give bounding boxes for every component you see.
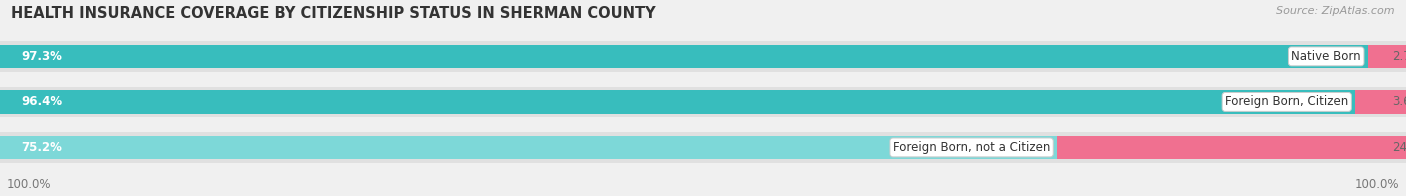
Text: HEALTH INSURANCE COVERAGE BY CITIZENSHIP STATUS IN SHERMAN COUNTY: HEALTH INSURANCE COVERAGE BY CITIZENSHIP…: [11, 6, 655, 21]
Bar: [1355, 90, 1406, 114]
Bar: [0, 90, 1355, 114]
Text: 75.2%: 75.2%: [21, 141, 62, 154]
Text: 96.4%: 96.4%: [21, 95, 62, 108]
Bar: [1368, 44, 1406, 68]
Text: Foreign Born, Citizen: Foreign Born, Citizen: [1225, 95, 1348, 108]
Bar: [0, 132, 1406, 163]
Bar: [0, 87, 1406, 117]
Text: 24.8%: 24.8%: [1392, 141, 1406, 154]
Bar: [0, 41, 1406, 72]
Text: Foreign Born, not a Citizen: Foreign Born, not a Citizen: [893, 141, 1050, 154]
Text: 3.6%: 3.6%: [1392, 95, 1406, 108]
Bar: [0, 136, 1057, 159]
Text: 97.3%: 97.3%: [21, 50, 62, 63]
Text: Native Born: Native Born: [1291, 50, 1361, 63]
Text: 2.7%: 2.7%: [1392, 50, 1406, 63]
Text: 100.0%: 100.0%: [7, 178, 52, 191]
Text: Source: ZipAtlas.com: Source: ZipAtlas.com: [1277, 6, 1395, 16]
Bar: [1057, 136, 1406, 159]
Bar: [0, 44, 1368, 68]
Text: 100.0%: 100.0%: [1354, 178, 1399, 191]
